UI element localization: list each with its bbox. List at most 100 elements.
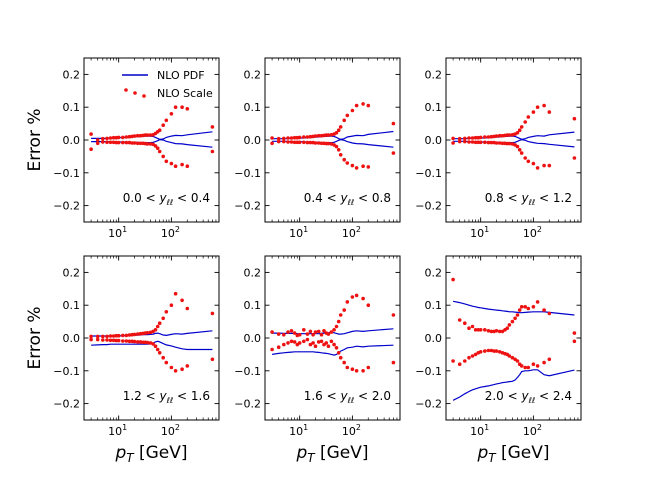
x-axis-subscript: T — [307, 451, 316, 465]
scale-point — [124, 333, 129, 338]
x-axis-subscript: T — [126, 451, 135, 465]
x-tick-base: 10 — [342, 227, 356, 240]
scale-point — [180, 105, 184, 109]
scale-point — [329, 133, 334, 137]
scale-point — [457, 136, 462, 141]
scale-point — [116, 333, 121, 338]
scale-point — [286, 341, 290, 345]
range-upper: < 1.6 — [173, 389, 210, 403]
scale-point — [173, 105, 178, 109]
scale-point — [135, 141, 140, 146]
scale-point — [366, 365, 371, 370]
scale-point — [297, 140, 302, 145]
y-tick-label: −0.2 — [234, 200, 261, 213]
scale-point — [345, 161, 350, 165]
range-lower: 0.8 < — [485, 191, 522, 205]
y-tick-label: −0.1 — [234, 167, 261, 180]
scale-point — [350, 108, 355, 113]
scale-point — [342, 360, 347, 365]
y-tick-label: 0.1 — [244, 101, 262, 114]
scale-point — [523, 365, 527, 370]
scale-point — [517, 308, 522, 312]
scale-point — [336, 319, 341, 324]
scale-point — [127, 134, 132, 139]
scale-point — [297, 332, 302, 337]
scale-point — [470, 354, 475, 358]
scale-point — [342, 308, 347, 312]
range-lower: 2.0 < — [485, 389, 522, 403]
scale-point — [89, 334, 93, 339]
scale-point — [526, 365, 531, 370]
scale-point — [354, 103, 359, 108]
scale-point — [316, 340, 321, 344]
scale-point — [483, 135, 487, 139]
scale-point — [105, 136, 109, 141]
scale-point — [210, 311, 215, 316]
x-tick-exponent: 1 — [484, 225, 489, 234]
range-lower: 0.4 < — [304, 191, 341, 205]
scale-point — [169, 365, 174, 370]
scale-point — [467, 140, 471, 144]
y-tick-label: 0.0 — [63, 332, 81, 345]
scale-point — [311, 332, 315, 337]
x-tick-base: 10 — [161, 425, 175, 438]
scale-point — [354, 293, 359, 298]
scale-point — [316, 329, 321, 334]
scale-point — [270, 141, 274, 146]
scale-point — [505, 326, 510, 331]
scale-point — [361, 102, 365, 106]
scale-point — [124, 339, 129, 343]
y-tick-label: 0.2 — [425, 266, 443, 279]
scale-point — [542, 103, 546, 108]
x-tick-exponent: 2 — [537, 423, 542, 432]
scale-point — [470, 324, 475, 329]
scale-point — [164, 159, 169, 164]
scale-point — [308, 342, 313, 347]
scale-point — [510, 319, 515, 324]
x-tick-label: 102 — [161, 423, 180, 438]
scale-point — [164, 310, 169, 314]
x-axis-unit: [GeV] — [315, 443, 369, 463]
range-var-subscript: ℓℓ — [528, 396, 536, 405]
scale-point — [326, 133, 331, 137]
scale-point — [510, 142, 515, 146]
scale-point — [124, 135, 129, 139]
scale-point — [507, 354, 512, 358]
legend-scale-swatch — [124, 88, 128, 92]
scale-point — [121, 339, 125, 343]
y-tick-label: −0.2 — [234, 398, 261, 411]
scale-point — [350, 163, 355, 168]
scale-point — [526, 115, 531, 119]
scale-point — [210, 149, 215, 154]
scale-point — [101, 140, 105, 144]
y-tick-label: 0.0 — [244, 332, 262, 345]
panel-frame — [264, 255, 401, 421]
scale-point — [305, 337, 310, 342]
scale-point — [292, 140, 297, 145]
scale-point — [513, 316, 517, 321]
scale-point — [286, 330, 290, 334]
scale-point — [289, 136, 294, 140]
scale-point — [478, 135, 483, 140]
scale-point — [121, 135, 125, 140]
scale-point — [350, 295, 355, 299]
scale-point — [572, 156, 577, 160]
scale-point — [507, 323, 512, 327]
panel-frame — [264, 57, 401, 223]
scale-point — [157, 128, 162, 132]
scale-point — [350, 367, 355, 372]
scale-point — [478, 140, 483, 145]
scale-point — [531, 305, 536, 309]
scale-point — [515, 359, 520, 363]
scale-point — [535, 300, 540, 304]
scale-point — [366, 103, 371, 108]
scale-point — [311, 341, 315, 345]
scale-point — [515, 131, 520, 135]
scale-point — [282, 332, 286, 337]
x-tick-exponent: 2 — [175, 225, 180, 234]
scale-point — [95, 138, 100, 142]
scale-point — [292, 135, 297, 140]
scale-point — [336, 351, 341, 355]
x-tick-exponent: 2 — [175, 423, 180, 432]
scale-point — [515, 144, 520, 149]
